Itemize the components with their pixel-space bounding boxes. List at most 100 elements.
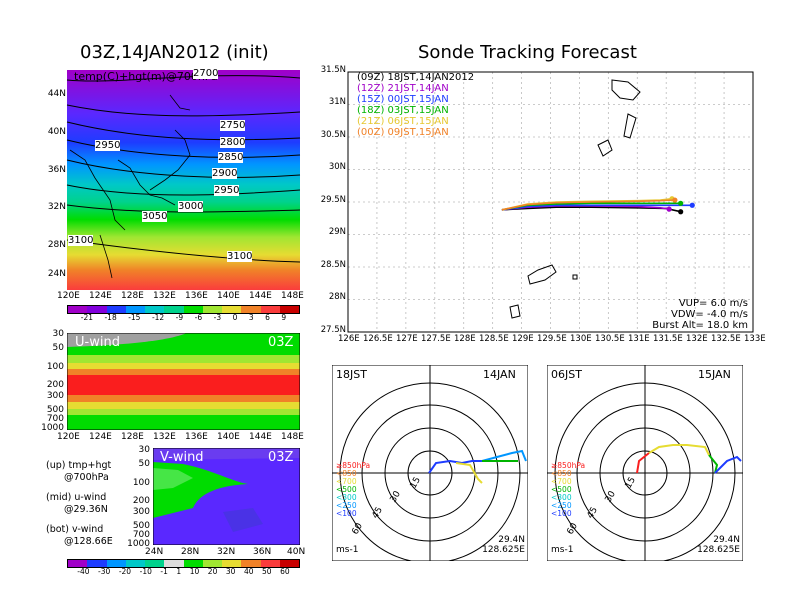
uwind-lon-tick: 148E [281, 432, 304, 442]
uwind-lon-tick: 128E [121, 432, 144, 442]
wind-tick: 10 [189, 567, 200, 576]
track-lon-tick: 131E [628, 334, 650, 344]
wind-tick: 50 [262, 567, 272, 576]
track-line [501, 204, 693, 211]
wind-colorbar-swatch [68, 560, 88, 567]
contour-label: 3100 [68, 235, 94, 246]
hodo2-legend: ≥850hPa <850 <700 <500 <300 <250 <100 [551, 461, 586, 518]
vwind-lat-tick: 24N [145, 547, 164, 557]
wind-tick: -10 [139, 567, 152, 576]
track-islands [509, 79, 641, 319]
contour-label: 2950 [214, 185, 240, 196]
wind-colorbar-ticks: -40 -30 -20 -10 -1 1 10 20 30 40 50 60 [67, 568, 300, 576]
contour-label: 2800 [220, 137, 246, 148]
uwind-p-tick: 1000 [41, 423, 64, 433]
vwind-p-tick: 300 [132, 507, 150, 517]
wind-tick: 20 [207, 567, 218, 576]
vwind-lat-tick: 36N [253, 547, 272, 557]
vwind-lat-tick: 32N [217, 547, 236, 557]
legend-entry-00z: (00Z) 09JST,15JAN [357, 127, 449, 138]
wind-colorbar-swatch [87, 560, 107, 567]
temp-tick: -6 [194, 313, 203, 322]
vwind-plot [153, 448, 300, 545]
vwind-p-tick: 1000 [127, 539, 150, 549]
map-panel-label: temp(C)+hgt(m)@700hPa [74, 70, 218, 83]
track-lat-tick: 30.5N [320, 130, 346, 140]
map-lon-tick: 120E [57, 291, 80, 301]
hodograph-trace [428, 459, 482, 474]
wind-tick: 40 [243, 567, 254, 576]
temperature-colorbar [67, 305, 300, 314]
wind-colorbar-swatch [183, 560, 203, 567]
map-lat-tick: 44N [47, 89, 66, 99]
vwind-title: V-wind [160, 450, 204, 465]
track-lon-tick: 132E [686, 334, 708, 344]
temp-tick: -21 [80, 313, 93, 322]
track-landing-point [666, 206, 672, 212]
temp-tick: 0 [232, 313, 238, 322]
uwind-lon-tick: 120E [57, 432, 80, 442]
map-lat-tick: 24N [47, 269, 66, 279]
contour-label: 2950 [95, 140, 121, 151]
track-lon-tick: 129E [512, 334, 534, 344]
contour-label: 2900 [212, 168, 238, 179]
temp-colorbar-swatch [87, 306, 107, 313]
temp-colorbar-swatch [202, 306, 222, 313]
track-params: VUP= 6.0 m/s VDW= -4.0 m/s Burst Alt= 18… [640, 298, 748, 331]
right-title: Sonde Tracking Forecast [418, 42, 637, 63]
vwind-p-tick: 100 [132, 478, 150, 488]
track-lon-tick: 129.5E [537, 334, 567, 344]
uwind-p-tick: 100 [46, 362, 64, 372]
uwind-lon-tick: 144E [249, 432, 272, 442]
track-lat-tick: 28N [328, 292, 346, 302]
contour-label: 2850 [218, 152, 244, 163]
wind-tick: -20 [118, 567, 132, 576]
temp-tick: 6 [265, 313, 270, 322]
map-lon-tick: 144E [249, 291, 272, 301]
hodo2-right-label: 15JAN [698, 368, 731, 381]
hodo1-right-label: 14JAN [483, 368, 516, 381]
track-lat-tick: 29N [328, 227, 346, 237]
uwind-p-tick: 300 [46, 391, 64, 401]
track-lat-tick: 31N [328, 97, 346, 107]
uwind-p-tick: 500 [46, 405, 64, 415]
vwind-p-tick: 200 [132, 496, 150, 506]
vdw-value: VDW= -4.0 m/s [671, 309, 748, 320]
legend-entry-18z: (18Z) 03JST,15JAN [357, 105, 449, 116]
wind-tick: -1 [160, 567, 168, 576]
height-contours [66, 75, 301, 263]
track-lon-tick: 130.5E [595, 334, 625, 344]
uwind-lon-tick: 140E [217, 432, 240, 442]
track-series [501, 196, 695, 215]
temperature-colorbar-ticks: -21 -18 -15 -12 -9 -6 -3 0 3 6 9 [67, 314, 300, 322]
hodograph-2 [547, 365, 743, 561]
temp-colorbar-swatch [279, 306, 299, 313]
temp-tick: -9 [175, 313, 184, 322]
hodo2-unit: ms-1 [551, 545, 574, 555]
temp-colorbar-swatch [241, 306, 261, 313]
map-lat-tick: 36N [47, 165, 66, 175]
temp-tick: -3 [213, 313, 222, 322]
uwind-p-tick: 700 [46, 414, 64, 424]
vwind-p-tick: 700 [132, 530, 150, 540]
map-lon-tick: 136E [185, 291, 208, 301]
wind-tick: 60 [280, 567, 290, 576]
vwind-lat-tick: 28N [181, 547, 200, 557]
uwind-time: 03Z [268, 335, 294, 350]
coastlines [69, 94, 191, 279]
hodograph-1 [332, 365, 528, 561]
legend-entry-21z: (21Z) 06JST,15JAN [357, 116, 449, 127]
uwind-p-tick: 200 [46, 380, 64, 390]
vwind-time: 03Z [268, 450, 294, 465]
uwind-plot [67, 333, 300, 430]
track-landing-point [672, 197, 678, 203]
uwind-lon-tick: 136E [185, 432, 208, 442]
temp-tick: -15 [128, 313, 141, 322]
wind-tick: 1 [176, 567, 182, 576]
vwind-p-tick: 30 [138, 445, 150, 455]
uwind-lon-tick: 124E [89, 432, 112, 442]
temp-tick: 3 [248, 313, 254, 322]
uwind-title: U-wind [75, 335, 120, 350]
vwind-p-tick: 500 [132, 521, 150, 531]
